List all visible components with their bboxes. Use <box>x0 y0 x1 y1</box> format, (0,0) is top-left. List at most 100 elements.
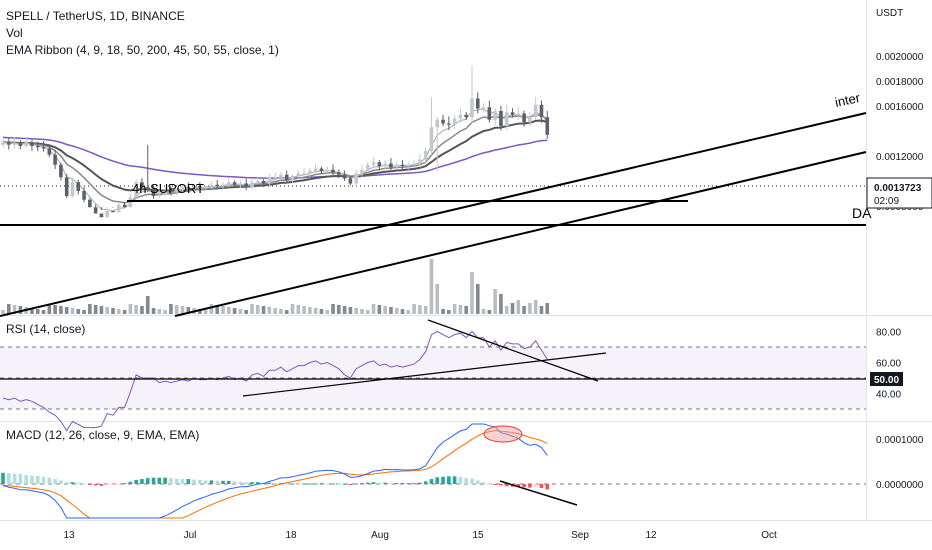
candle <box>41 147 46 149</box>
macd-histogram-bar <box>238 481 243 484</box>
volume-bar <box>163 310 167 314</box>
volume-indicator-label[interactable]: Vol <box>6 26 23 40</box>
volume-bar <box>522 306 526 314</box>
daily-label: DA <box>852 205 872 221</box>
candle <box>128 197 133 208</box>
volume-bar <box>371 304 376 314</box>
candle <box>157 194 162 196</box>
volume-bar <box>64 307 69 314</box>
candle <box>53 154 57 165</box>
macd-histogram-bar <box>337 483 341 485</box>
volume-bar <box>6 304 11 314</box>
candle <box>174 189 179 193</box>
rsi-pane-title[interactable]: RSI (14, close) <box>6 322 86 336</box>
candle <box>186 187 191 189</box>
candle <box>88 199 92 208</box>
volume-bar <box>342 306 347 314</box>
time-tick-label: 12 <box>645 530 657 541</box>
candle <box>279 174 283 178</box>
candle <box>308 171 312 174</box>
macd-histogram-bar <box>522 484 526 488</box>
rsi-current-badge <box>870 372 903 386</box>
volume-bar <box>412 304 416 314</box>
volume-bar <box>331 304 335 314</box>
volume-bar <box>290 304 295 314</box>
volume-bar <box>186 307 191 314</box>
volume-bar <box>53 305 57 314</box>
candle <box>151 188 156 196</box>
macd-histogram-bar <box>377 482 382 484</box>
time-tick-label: Oct <box>761 530 777 541</box>
volume-bar <box>227 307 231 314</box>
macd-hist-trend-line[interactable] <box>499 480 578 506</box>
candle <box>394 164 399 168</box>
macd-histogram-bar <box>493 484 497 485</box>
volume-bar <box>504 306 509 314</box>
macd-histogram-bar <box>348 484 353 485</box>
macd-histogram-bar <box>47 477 52 484</box>
candle <box>198 186 202 188</box>
candle <box>111 211 115 213</box>
macd-histogram-bar <box>313 483 318 485</box>
candle <box>499 111 503 126</box>
volume-bar <box>406 310 411 314</box>
candle <box>400 164 405 166</box>
macd-histogram-bar <box>267 482 272 484</box>
volume-bar <box>59 306 63 314</box>
macd-histogram-bar <box>284 483 289 485</box>
candle <box>470 98 474 118</box>
volume-bar <box>510 303 515 314</box>
candle <box>319 168 324 171</box>
volume-bar <box>475 284 480 314</box>
candle <box>284 174 289 180</box>
lower-trend-line[interactable] <box>174 151 867 317</box>
macd-line <box>2 423 548 519</box>
volume-bar <box>267 307 272 314</box>
macd-histogram-bar <box>140 479 144 484</box>
candle <box>6 142 11 145</box>
rsi-uptrend-line[interactable] <box>242 352 607 397</box>
volume-bar <box>41 310 46 314</box>
macd-pane-title[interactable]: MACD (12, 26, close, 9, EMA, EMA) <box>6 428 200 442</box>
candle <box>302 173 306 175</box>
macd-histogram-bar <box>215 480 220 484</box>
rsi-tick-label: 40.00 <box>876 390 901 401</box>
volume-bar <box>1 310 5 314</box>
volume-bar <box>447 310 451 314</box>
volume-bar <box>255 305 260 314</box>
volume-bar <box>337 305 341 314</box>
candle <box>180 187 185 190</box>
macd-tick-label: 0.0000000 <box>876 480 924 491</box>
candle <box>452 118 457 125</box>
volume-bar <box>365 310 370 314</box>
volume-bar <box>313 308 318 314</box>
volume-bar <box>203 310 208 314</box>
time-tick-label: 18 <box>285 530 297 541</box>
volume-bar <box>76 309 81 314</box>
volume-bar <box>128 304 133 314</box>
candle <box>290 176 295 180</box>
candle <box>435 119 440 128</box>
macd-histogram-bar <box>354 483 358 485</box>
candle <box>1 142 5 145</box>
macd-histogram-bar <box>88 484 92 485</box>
macd-cross-highlight[interactable] <box>483 425 523 443</box>
macd-histogram-bar <box>394 483 399 485</box>
candle <box>348 178 353 184</box>
candle <box>70 182 75 196</box>
candle <box>504 112 509 126</box>
volume-bar <box>394 308 399 314</box>
last-price-value: 0.0013723 <box>874 183 922 194</box>
upper-trend-line[interactable] <box>0 112 867 317</box>
symbol-title[interactable]: SPELL / TetherUS, 1D, BINANCE <box>6 9 185 23</box>
candle <box>163 191 167 195</box>
macd-histogram-bar <box>389 483 393 485</box>
volume-bar <box>145 296 150 314</box>
rsi-downtrend-line[interactable] <box>427 319 599 382</box>
candle <box>261 181 266 184</box>
candle <box>354 173 358 184</box>
candle <box>296 173 301 176</box>
ema-ribbon-label[interactable]: EMA Ribbon (4, 9, 18, 50, 200, 45, 50, 5… <box>6 43 279 57</box>
candle <box>458 114 463 119</box>
